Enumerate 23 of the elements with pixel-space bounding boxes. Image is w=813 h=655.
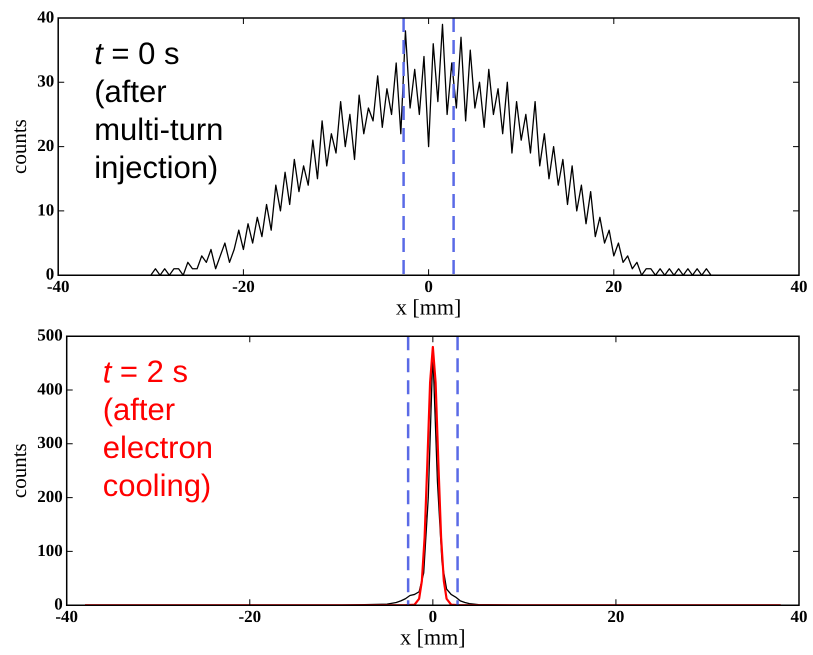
y-tick-label: 500	[37, 326, 63, 345]
x-tick-label: 20	[605, 276, 622, 296]
y-tick-label: 10	[37, 200, 54, 220]
y-tick-label: 200	[37, 486, 63, 506]
x-tick-label: 20	[607, 606, 624, 626]
x-axis-title: x [mm]	[400, 624, 466, 650]
y-axis-title: counts	[7, 443, 32, 498]
y-tick-label: 100	[37, 540, 63, 560]
y-tick-label: 30	[37, 72, 54, 91]
x-tick-label: 0	[428, 606, 438, 626]
y-axis-title: counts	[7, 119, 32, 174]
x-tick-label: 40	[790, 606, 808, 626]
y-tick-label: 400	[37, 379, 63, 398]
x-tick-label: -20	[238, 606, 262, 626]
x-tick-label: -20	[232, 276, 255, 296]
x-axis-title: x [mm]	[396, 294, 462, 320]
y-tick-label: 20	[37, 136, 54, 155]
y-tick-label: 300	[37, 433, 63, 452]
y-tick-label: 40	[37, 7, 54, 26]
annotation: t = 0 s (after multi-turn injection)	[94, 36, 224, 186]
x-tick-label: 40	[790, 276, 808, 296]
x-tick-label: 0	[424, 276, 433, 296]
annotation: t = 2 s (after electron cooling)	[102, 354, 213, 504]
